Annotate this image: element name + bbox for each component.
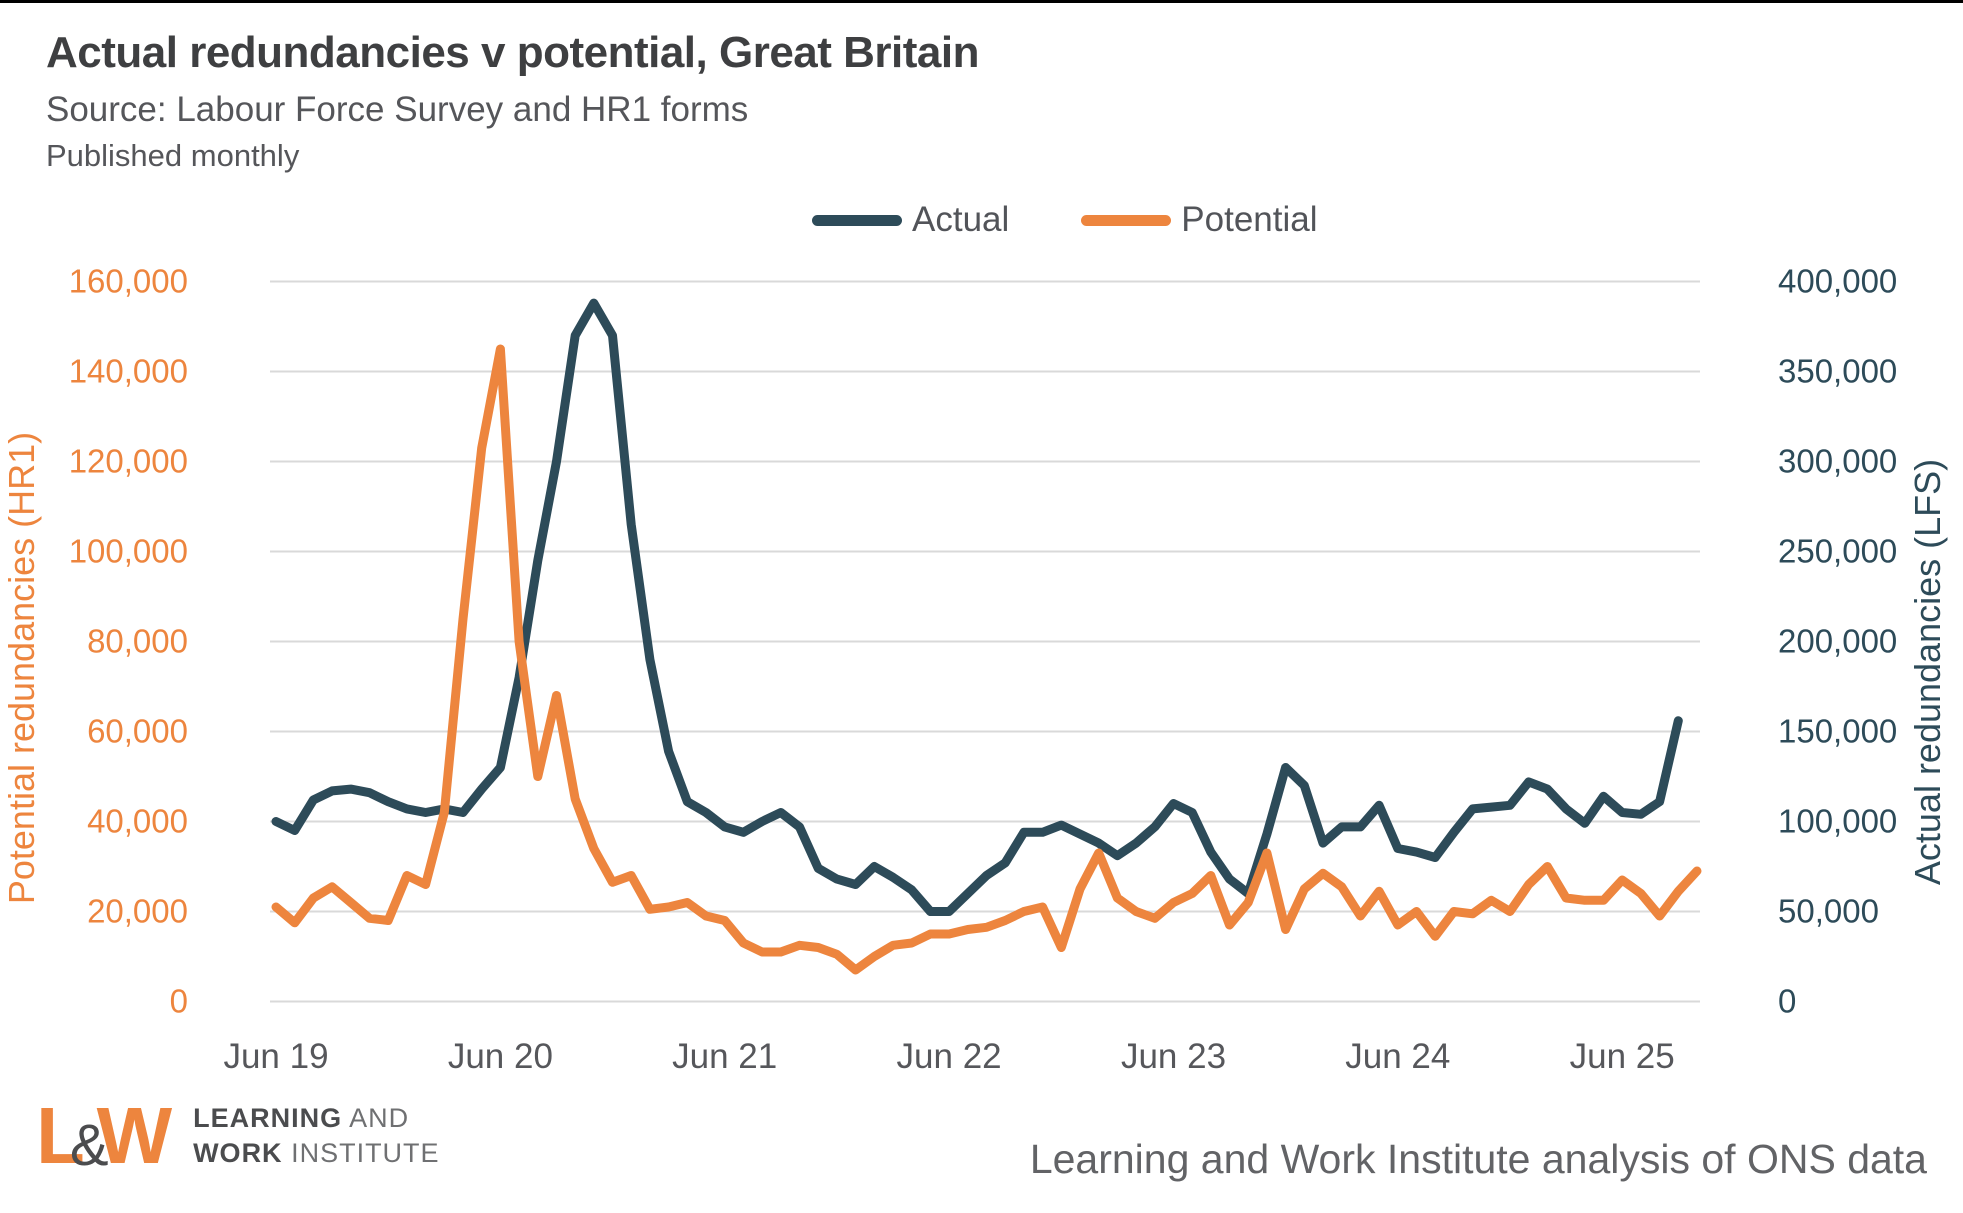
legend-label-potential: Potential xyxy=(1181,200,1318,239)
logo-line2-strong: WORK xyxy=(193,1138,283,1168)
right-axis-tick-label: 0 xyxy=(1778,983,1796,1020)
potential-line-swatch xyxy=(1081,214,1172,226)
left-axis-tick-label: 80,000 xyxy=(87,623,188,660)
right-axis-tick-label: 400,000 xyxy=(1778,263,1897,300)
logo-ampersand: & xyxy=(69,1113,109,1178)
right-axis-tick-label: 150,000 xyxy=(1778,713,1897,750)
legend-item-potential: Potential xyxy=(1081,200,1318,240)
x-axis-tick-label: Jun 24 xyxy=(1345,1037,1450,1076)
legend-label-actual: Actual xyxy=(912,200,1010,239)
logo-line2: WORK INSTITUTE xyxy=(193,1136,439,1171)
x-axis-tick-label: Jun 21 xyxy=(672,1037,777,1076)
lw-logo-mark: L & W xyxy=(36,1091,172,1180)
legend-item-actual: Actual xyxy=(812,200,1009,240)
left-axis-tick-label: 100,000 xyxy=(69,533,188,570)
right-axis-tick-label: 350,000 xyxy=(1778,353,1897,390)
right-axis-tick-label: 300,000 xyxy=(1778,443,1897,480)
right-axis-tick-label: 250,000 xyxy=(1778,533,1897,570)
x-axis-tick-label: Jun 19 xyxy=(223,1037,328,1076)
x-axis-tick-label: Jun 20 xyxy=(448,1037,553,1076)
x-axis-tick-label: Jun 23 xyxy=(1121,1037,1226,1076)
left-axis-tick-label: 140,000 xyxy=(69,353,188,390)
potential-line-series xyxy=(271,344,1702,975)
left-axis-tick-label: 20,000 xyxy=(87,893,188,930)
chart-frequency: Published monthly xyxy=(46,138,300,173)
right-axis-tick-label: 200,000 xyxy=(1778,623,1897,660)
actual-line-series xyxy=(271,298,1683,916)
right-axis-title: Actual redundancies (LFS) xyxy=(1907,459,1948,885)
logo-line1: LEARNING AND xyxy=(193,1101,439,1136)
x-axis-tick-label: Jun 22 xyxy=(897,1037,1002,1076)
x-axis-tick-label: Jun 25 xyxy=(1570,1037,1675,1076)
page-title: Actual redundancies v potential, Great B… xyxy=(46,28,980,77)
right-axis-tick-label: 100,000 xyxy=(1778,803,1897,840)
attribution-text: Learning and Work Institute analysis of … xyxy=(1029,1136,1927,1182)
left-axis-tick-label: 0 xyxy=(170,983,188,1020)
logo-line1-strong: LEARNING xyxy=(193,1102,343,1133)
chart-source: Source: Labour Force Survey and HR1 form… xyxy=(46,90,749,129)
logo-wordmark: LEARNING AND WORK INSTITUTE xyxy=(193,1101,439,1171)
left-axis-tick-label: 160,000 xyxy=(69,263,188,300)
left-axis-tick-label: 60,000 xyxy=(87,713,188,750)
actual-line-swatch xyxy=(812,214,902,226)
logo-line1-light: AND xyxy=(342,1102,410,1133)
logo-line2-light: INSTITUTE xyxy=(282,1138,440,1168)
logo-letter-l: L xyxy=(36,1091,85,1180)
left-axis-tick-label: 40,000 xyxy=(87,803,188,840)
logo-letter-w: W xyxy=(96,1091,172,1180)
org-logo: L & W LEARNING AND WORK INSTITUTE xyxy=(36,1096,440,1176)
right-axis-tick-label: 50,000 xyxy=(1778,893,1879,930)
chart-legend: Actual Potential xyxy=(812,200,1318,240)
top-border xyxy=(0,0,1963,3)
chart-header: Actual redundancies v potential, Great B… xyxy=(46,28,980,174)
left-axis-tick-label: 120,000 xyxy=(69,443,188,480)
left-axis-title: Potential redundancies (HR1) xyxy=(1,432,42,904)
